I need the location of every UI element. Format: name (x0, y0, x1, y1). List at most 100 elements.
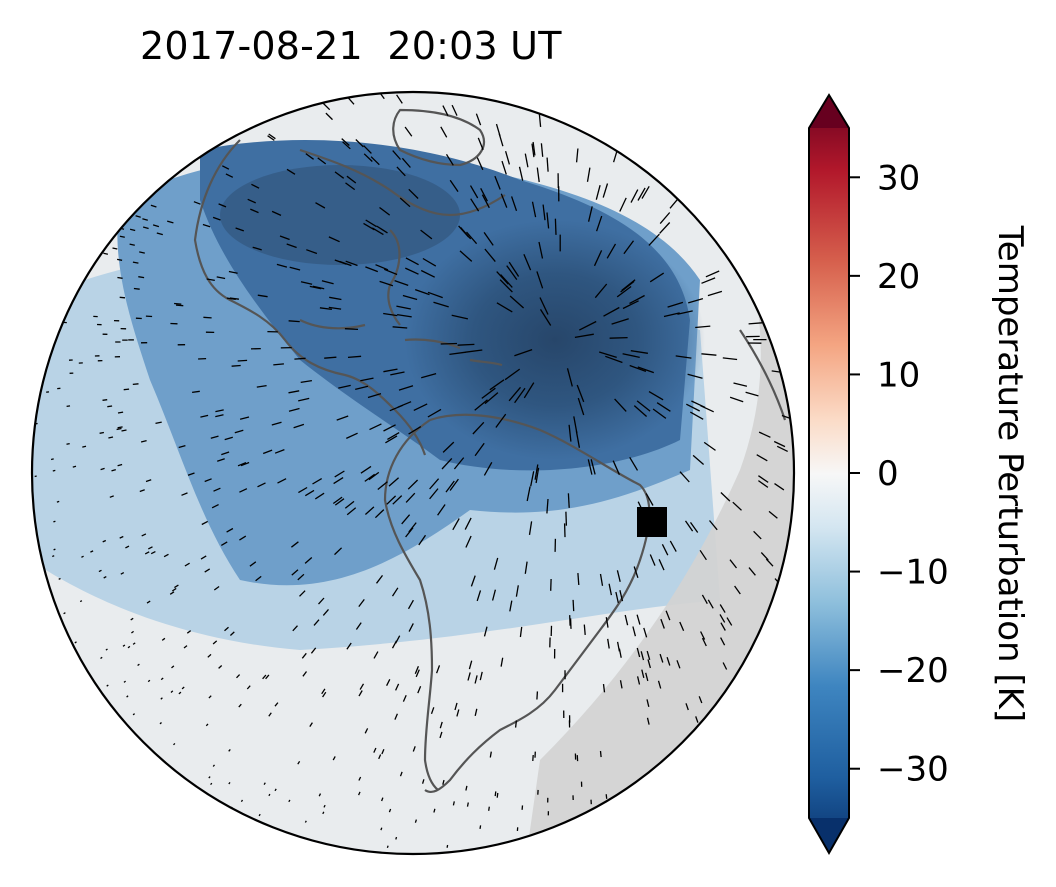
wind-vector (263, 782, 266, 785)
wind-vector (178, 444, 186, 449)
wind-vector (568, 424, 572, 442)
wind-vector (367, 392, 382, 399)
wind-vector (305, 153, 314, 160)
wind-vector (637, 366, 655, 374)
wind-vector (150, 551, 156, 555)
colorbar-tick-label: 10 (877, 355, 920, 395)
wind-vector (271, 210, 282, 216)
wind-vector (138, 276, 145, 279)
wind-vector (575, 148, 579, 163)
wind-vector (52, 469, 56, 472)
wind-vector (336, 415, 349, 421)
wind-vector (648, 233, 660, 246)
wind-vector (329, 296, 342, 301)
wind-vector (688, 297, 704, 304)
wind-vector (72, 465, 77, 468)
wind-vector (685, 703, 689, 711)
wind-vector (289, 266, 301, 271)
wind-vector (299, 590, 306, 597)
wind-vector (433, 808, 436, 813)
wind-vector (701, 594, 708, 605)
wind-vector (630, 189, 639, 203)
wind-vector (496, 792, 499, 798)
wind-vector (474, 675, 478, 684)
wind-vector (603, 306, 620, 317)
wind-vector (390, 371, 405, 376)
wind-vector (636, 614, 641, 625)
wind-vector (768, 510, 778, 519)
wind-vector (183, 645, 188, 649)
wind-vector (302, 671, 308, 677)
wind-vector (369, 423, 382, 431)
wind-vector (325, 112, 333, 121)
wind-vector (420, 229, 433, 240)
wind-vector (119, 296, 126, 299)
wind-vector (415, 669, 420, 678)
wind-vector (641, 669, 645, 679)
wind-vector (181, 686, 185, 690)
wind-vector (322, 811, 325, 815)
wind-vector (577, 573, 580, 586)
wind-vector (394, 279, 409, 287)
wind-vector (365, 219, 377, 228)
wind-vector (322, 102, 331, 111)
wind-vector (300, 379, 313, 384)
wind-vector (575, 431, 581, 448)
wind-vector (479, 825, 482, 830)
wind-vector (616, 285, 632, 298)
wind-vector (509, 600, 513, 612)
wind-vector (536, 271, 544, 289)
wind-vector (123, 680, 127, 683)
wind-vector (380, 827, 383, 831)
wind-vector (602, 183, 609, 198)
wind-vector (111, 468, 116, 472)
wind-vector (457, 343, 475, 346)
wind-vector (321, 688, 326, 695)
wind-vector (476, 590, 482, 602)
wind-vector (421, 779, 425, 784)
wind-vector (515, 585, 519, 597)
wind-vector (536, 691, 539, 700)
wind-vector (477, 137, 484, 151)
wind-vector (373, 651, 379, 659)
wind-vector (595, 185, 601, 200)
wind-vector (212, 216, 221, 221)
wind-vector (402, 294, 418, 301)
wind-vector (228, 748, 231, 752)
wind-vector (213, 487, 221, 492)
wind-vector (388, 808, 392, 813)
wind-vector (132, 713, 136, 716)
wind-vector (684, 520, 694, 532)
wind-vector (334, 547, 343, 556)
wind-vector (205, 723, 209, 727)
wind-vector (398, 385, 414, 391)
wind-vector (765, 558, 774, 567)
wind-vector (508, 386, 521, 402)
colorbar-tick-label: 20 (877, 257, 920, 297)
wind-vector (66, 405, 71, 408)
wind-vector (240, 461, 250, 467)
wind-vector (218, 665, 223, 669)
wind-vector (228, 270, 238, 274)
wind-vector (239, 488, 248, 493)
wind-vector (576, 384, 585, 403)
wind-vector (586, 167, 591, 182)
wind-vector (701, 277, 716, 284)
wind-vector (300, 281, 313, 285)
wind-vector (452, 518, 460, 531)
wind-vector (401, 514, 411, 525)
wind-vector (247, 198, 256, 204)
wind-vector (776, 445, 788, 452)
wind-vector (442, 441, 455, 453)
wind-vector (386, 495, 397, 505)
wind-vector (236, 674, 241, 679)
wind-vector (246, 685, 251, 690)
wind-vector (249, 561, 257, 567)
wind-vector (546, 212, 550, 229)
wind-vector (355, 622, 362, 630)
wind-vector (116, 258, 123, 261)
globe (30, 90, 796, 856)
wind-vector (304, 557, 313, 564)
wind-vector (599, 573, 604, 586)
wind-vector (695, 325, 711, 329)
